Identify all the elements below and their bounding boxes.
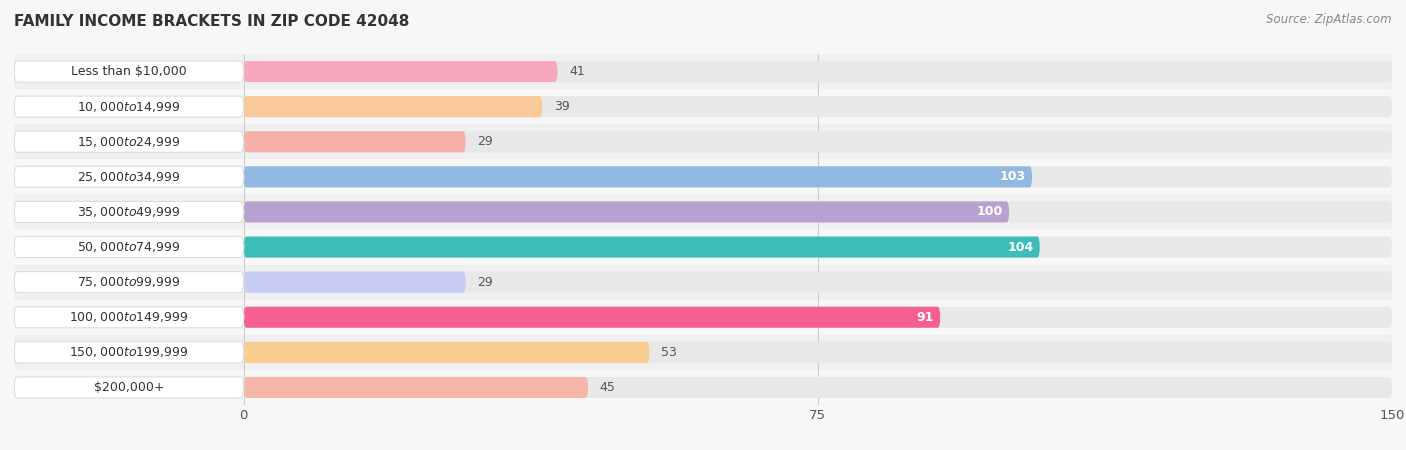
FancyBboxPatch shape: [243, 202, 1010, 222]
FancyBboxPatch shape: [14, 265, 1392, 300]
FancyBboxPatch shape: [14, 131, 243, 152]
FancyBboxPatch shape: [14, 166, 243, 187]
FancyBboxPatch shape: [14, 194, 1392, 230]
FancyBboxPatch shape: [14, 307, 243, 328]
Text: $35,000 to $49,999: $35,000 to $49,999: [77, 205, 180, 219]
FancyBboxPatch shape: [14, 300, 1392, 335]
FancyBboxPatch shape: [14, 230, 1392, 265]
FancyBboxPatch shape: [14, 272, 243, 292]
Text: $50,000 to $74,999: $50,000 to $74,999: [77, 240, 180, 254]
FancyBboxPatch shape: [243, 61, 1392, 82]
FancyBboxPatch shape: [14, 377, 243, 398]
FancyBboxPatch shape: [243, 307, 1392, 328]
Text: 29: 29: [477, 135, 494, 148]
FancyBboxPatch shape: [243, 377, 1392, 398]
FancyBboxPatch shape: [243, 377, 588, 398]
Text: Less than $10,000: Less than $10,000: [72, 65, 187, 78]
FancyBboxPatch shape: [14, 370, 1392, 405]
FancyBboxPatch shape: [243, 342, 650, 363]
FancyBboxPatch shape: [243, 131, 465, 152]
Text: $25,000 to $34,999: $25,000 to $34,999: [77, 170, 180, 184]
FancyBboxPatch shape: [14, 61, 243, 82]
FancyBboxPatch shape: [14, 237, 243, 257]
FancyBboxPatch shape: [243, 272, 1392, 292]
Text: $75,000 to $99,999: $75,000 to $99,999: [77, 275, 180, 289]
FancyBboxPatch shape: [243, 61, 558, 82]
FancyBboxPatch shape: [243, 342, 1392, 363]
Text: $15,000 to $24,999: $15,000 to $24,999: [77, 135, 180, 149]
FancyBboxPatch shape: [243, 96, 543, 117]
FancyBboxPatch shape: [243, 237, 1040, 257]
Text: Source: ZipAtlas.com: Source: ZipAtlas.com: [1267, 14, 1392, 27]
Text: 53: 53: [661, 346, 676, 359]
Text: FAMILY INCOME BRACKETS IN ZIP CODE 42048: FAMILY INCOME BRACKETS IN ZIP CODE 42048: [14, 14, 409, 28]
FancyBboxPatch shape: [243, 272, 465, 292]
Text: 29: 29: [477, 276, 494, 288]
FancyBboxPatch shape: [243, 96, 1392, 117]
Text: $100,000 to $149,999: $100,000 to $149,999: [69, 310, 188, 324]
FancyBboxPatch shape: [14, 54, 1392, 89]
FancyBboxPatch shape: [243, 166, 1032, 187]
FancyBboxPatch shape: [243, 202, 1392, 222]
Text: 45: 45: [600, 381, 616, 394]
FancyBboxPatch shape: [243, 237, 1392, 257]
FancyBboxPatch shape: [14, 89, 1392, 124]
Text: $200,000+: $200,000+: [94, 381, 165, 394]
FancyBboxPatch shape: [14, 124, 1392, 159]
Text: 100: 100: [977, 206, 1002, 218]
Text: 41: 41: [569, 65, 585, 78]
FancyBboxPatch shape: [14, 342, 243, 363]
FancyBboxPatch shape: [243, 166, 1392, 187]
Text: 39: 39: [554, 100, 569, 113]
Text: 103: 103: [1000, 171, 1026, 183]
Text: 91: 91: [917, 311, 934, 324]
Text: $150,000 to $199,999: $150,000 to $199,999: [69, 345, 188, 360]
Text: 104: 104: [1008, 241, 1033, 253]
FancyBboxPatch shape: [14, 96, 243, 117]
Text: $10,000 to $14,999: $10,000 to $14,999: [77, 99, 180, 114]
FancyBboxPatch shape: [243, 131, 1392, 152]
FancyBboxPatch shape: [243, 307, 941, 328]
FancyBboxPatch shape: [14, 202, 243, 222]
FancyBboxPatch shape: [14, 335, 1392, 370]
FancyBboxPatch shape: [14, 159, 1392, 194]
